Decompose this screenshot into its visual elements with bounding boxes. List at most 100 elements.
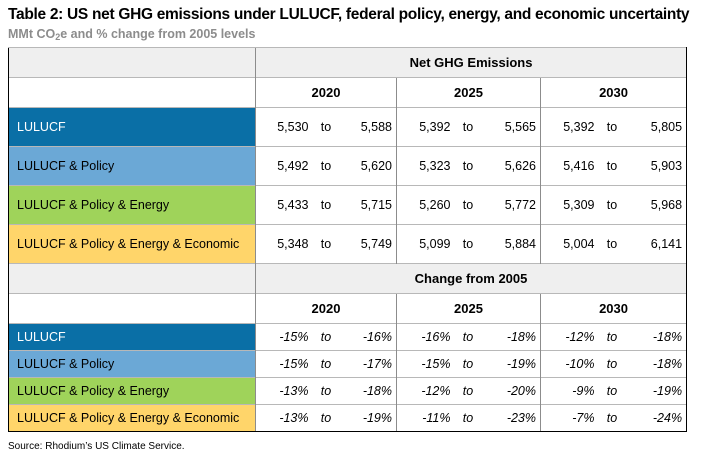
cell-low: 5,492 xyxy=(255,146,313,186)
table-row: LULUCF -15% to -16% -16% to -18% -12% to… xyxy=(8,323,688,351)
cell-high: -20% xyxy=(481,377,541,405)
row-label: LULUCF & Policy & Energy & Economic xyxy=(8,404,256,432)
subtitle-subscript: 2 xyxy=(55,32,61,42)
header-spacer xyxy=(8,77,256,108)
change-section-header-row: Change from 2005 xyxy=(8,263,688,294)
table-row: LULUCF & Policy 5,492 to 5,620 5,323 to … xyxy=(8,146,688,186)
net-section-title: Net GHG Emissions xyxy=(254,47,688,78)
cell-low: 5,392 xyxy=(396,107,455,147)
cell-low: 5,433 xyxy=(255,185,313,225)
cell-high: 5,620 xyxy=(339,146,397,186)
row-label: LULUCF & Policy & Energy & Economic xyxy=(8,224,256,264)
header-spacer xyxy=(8,293,256,324)
row-label: LULUCF & Policy xyxy=(8,146,256,186)
cell-high: -19% xyxy=(339,404,397,432)
to-word: to xyxy=(598,350,626,378)
year-header: 2025 xyxy=(396,293,541,324)
table-row: LULUCF & Policy & Energy & Economic 5,34… xyxy=(8,224,688,264)
cell-high: -19% xyxy=(481,350,541,378)
to-word: to xyxy=(454,404,482,432)
table-row: LULUCF & Policy & Energy 5,433 to 5,715 … xyxy=(8,185,688,225)
to-word: to xyxy=(598,224,626,264)
table-row: LULUCF & Policy & Energy & Economic -13%… xyxy=(8,404,688,432)
cell-high: 5,626 xyxy=(481,146,541,186)
table-title: Table 2: US net GHG emissions under LULU… xyxy=(8,6,690,23)
to-word: to xyxy=(598,185,626,225)
cell-high: 5,588 xyxy=(339,107,397,147)
year-header: 2020 xyxy=(255,293,397,324)
row-label: LULUCF xyxy=(8,323,256,351)
cell-low: 5,348 xyxy=(255,224,313,264)
to-word: to xyxy=(312,185,340,225)
cell-low: -10% xyxy=(540,350,599,378)
cell-low: 5,530 xyxy=(255,107,313,147)
year-header: 2030 xyxy=(539,293,688,324)
subtitle-prefix: MMt CO xyxy=(8,27,56,41)
cell-high: -18% xyxy=(625,350,688,378)
to-word: to xyxy=(312,224,340,264)
cell-low: 5,099 xyxy=(396,224,455,264)
cell-low: -9% xyxy=(540,377,599,405)
cell-high: 5,884 xyxy=(481,224,541,264)
change-section-title: Change from 2005 xyxy=(254,263,688,294)
cell-low: -15% xyxy=(396,350,455,378)
cell-low: -15% xyxy=(255,323,313,351)
cell-high: -18% xyxy=(625,323,688,351)
cell-high: -18% xyxy=(339,377,397,405)
cell-low: -15% xyxy=(255,350,313,378)
to-word: to xyxy=(598,404,626,432)
cell-low: 5,260 xyxy=(396,185,455,225)
cell-high: 5,903 xyxy=(625,146,688,186)
year-header: 2020 xyxy=(255,77,397,108)
to-word: to xyxy=(454,350,482,378)
to-word: to xyxy=(454,107,482,147)
cell-low: 5,392 xyxy=(540,107,599,147)
table-row: LULUCF & Policy & Energy -13% to -18% -1… xyxy=(8,377,688,405)
cell-low: -12% xyxy=(396,377,455,405)
net-section-header-row: Net GHG Emissions xyxy=(8,47,688,78)
cell-high: -19% xyxy=(625,377,688,405)
year-header: 2025 xyxy=(396,77,541,108)
cell-low: 5,416 xyxy=(540,146,599,186)
header-spacer xyxy=(8,47,256,78)
cell-high: 5,749 xyxy=(339,224,397,264)
row-label: LULUCF & Policy & Energy xyxy=(8,377,256,405)
cell-high: 5,715 xyxy=(339,185,397,225)
cell-high: 6,141 xyxy=(625,224,688,264)
to-word: to xyxy=(598,377,626,405)
cell-low: -12% xyxy=(540,323,599,351)
cell-low: -11% xyxy=(396,404,455,432)
to-word: to xyxy=(454,377,482,405)
to-word: to xyxy=(454,224,482,264)
to-word: to xyxy=(312,107,340,147)
cell-high: 5,772 xyxy=(481,185,541,225)
row-label: LULUCF xyxy=(8,107,256,147)
change-year-header-row: 2020 2025 2030 xyxy=(8,293,688,324)
to-word: to xyxy=(312,323,340,351)
cell-high: -16% xyxy=(339,323,397,351)
to-word: to xyxy=(312,404,340,432)
cell-low: 5,309 xyxy=(540,185,599,225)
subtitle-suffix: e and % change from 2005 levels xyxy=(60,27,256,41)
to-word: to xyxy=(454,185,482,225)
row-label: LULUCF & Policy & Energy xyxy=(8,185,256,225)
source-note: Source: Rhodium’s US Climate Service. xyxy=(8,441,185,452)
cell-low: -13% xyxy=(255,377,313,405)
cell-high: -23% xyxy=(481,404,541,432)
to-word: to xyxy=(312,350,340,378)
cell-low: 5,004 xyxy=(540,224,599,264)
table-row: LULUCF 5,530 to 5,588 5,392 to 5,565 5,3… xyxy=(8,107,688,147)
cell-low: -7% xyxy=(540,404,599,432)
to-word: to xyxy=(598,107,626,147)
emissions-table: Net GHG Emissions 2020 2025 2030 LULUCF … xyxy=(8,47,688,432)
to-word: to xyxy=(454,146,482,186)
to-word: to xyxy=(598,146,626,186)
row-label: LULUCF & Policy xyxy=(8,350,256,378)
cell-low: 5,323 xyxy=(396,146,455,186)
table-row: LULUCF & Policy -15% to -17% -15% to -19… xyxy=(8,350,688,378)
to-word: to xyxy=(312,146,340,186)
cell-high: 5,565 xyxy=(481,107,541,147)
to-word: to xyxy=(454,323,482,351)
header-spacer xyxy=(8,263,256,294)
cell-high: -24% xyxy=(625,404,688,432)
